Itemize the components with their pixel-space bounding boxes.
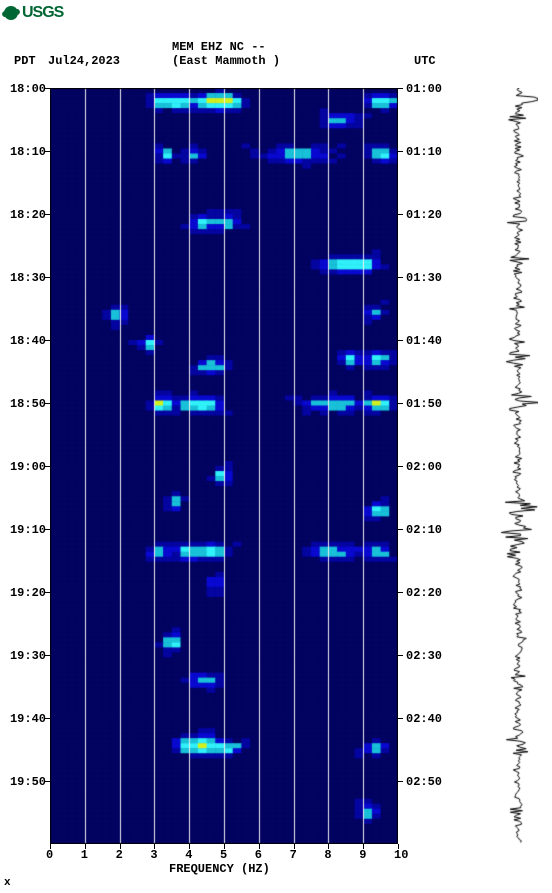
x-tick: 3 (150, 848, 157, 862)
x-tick: 10 (394, 848, 408, 862)
tick-mark (45, 592, 50, 593)
x-tick: 8 (324, 848, 331, 862)
tick-mark (398, 529, 403, 530)
pdt-tick: 19:30 (10, 649, 46, 663)
x-tick: 4 (185, 848, 192, 862)
tick-mark (45, 214, 50, 215)
tick-mark (45, 529, 50, 530)
tick-mark (398, 592, 403, 593)
usgs-logo: USGS (4, 4, 63, 22)
right-timezone-label: UTC (414, 54, 436, 68)
utc-tick: 01:40 (406, 334, 442, 348)
spectrogram-heatmap (50, 88, 398, 844)
pdt-tick: 18:30 (10, 271, 46, 285)
utc-tick: 02:40 (406, 712, 442, 726)
pdt-tick: 19:10 (10, 523, 46, 537)
utc-tick: 02:10 (406, 523, 442, 537)
pdt-tick: 18:50 (10, 397, 46, 411)
pdt-tick: 19:50 (10, 775, 46, 789)
utc-tick: 02:50 (406, 775, 442, 789)
x-tick: 9 (359, 848, 366, 862)
tick-mark (398, 403, 403, 404)
tick-mark (398, 655, 403, 656)
x-axis-label: FREQUENCY (HZ) (169, 862, 270, 876)
tick-mark (45, 151, 50, 152)
seismogram-trace (498, 88, 538, 844)
tick-mark (398, 214, 403, 215)
tick-mark (398, 88, 403, 89)
x-tick: 7 (290, 848, 297, 862)
x-tick: 6 (255, 848, 262, 862)
tick-mark (120, 844, 121, 849)
tick-mark (398, 718, 403, 719)
station-label: MEM EHZ NC -- (172, 40, 266, 54)
utc-tick: 01:10 (406, 145, 442, 159)
utc-tick: 01:50 (406, 397, 442, 411)
pdt-tick: 18:20 (10, 208, 46, 222)
tick-mark (154, 844, 155, 849)
pdt-tick: 19:20 (10, 586, 46, 600)
utc-tick: 02:20 (406, 586, 442, 600)
footer-mark: x (4, 877, 11, 889)
tick-mark (328, 844, 329, 849)
location-label: (East Mammoth ) (172, 54, 280, 68)
tick-mark (363, 844, 364, 849)
tick-mark (45, 88, 50, 89)
pdt-tick: 19:00 (10, 460, 46, 474)
pdt-tick: 18:40 (10, 334, 46, 348)
pdt-tick: 19:40 (10, 712, 46, 726)
date-label: Jul24,2023 (48, 54, 120, 68)
utc-tick: 02:30 (406, 649, 442, 663)
tick-mark (398, 277, 403, 278)
utc-tick: 02:00 (406, 460, 442, 474)
usgs-logo-text: USGS (22, 4, 63, 22)
tick-mark (45, 718, 50, 719)
tick-mark (45, 277, 50, 278)
x-tick: 2 (116, 848, 123, 862)
x-tick: 5 (220, 848, 227, 862)
tick-mark (50, 844, 51, 849)
utc-tick: 01:20 (406, 208, 442, 222)
tick-mark (45, 655, 50, 656)
utc-tick: 01:30 (406, 271, 442, 285)
x-tick: 1 (81, 848, 88, 862)
usgs-wave-icon (4, 6, 18, 20)
tick-mark (189, 844, 190, 849)
tick-mark (224, 844, 225, 849)
tick-mark (259, 844, 260, 849)
tick-mark (398, 844, 399, 849)
tick-mark (294, 844, 295, 849)
x-tick: 0 (46, 848, 53, 862)
tick-mark (398, 151, 403, 152)
tick-mark (85, 844, 86, 849)
pdt-tick: 18:10 (10, 145, 46, 159)
tick-mark (398, 466, 403, 467)
pdt-tick: 18:00 (10, 82, 46, 96)
tick-mark (398, 340, 403, 341)
tick-mark (398, 781, 403, 782)
tick-mark (45, 403, 50, 404)
tick-mark (45, 340, 50, 341)
tick-mark (45, 466, 50, 467)
left-timezone-label: PDT (14, 54, 36, 68)
utc-tick: 01:00 (406, 82, 442, 96)
tick-mark (45, 781, 50, 782)
